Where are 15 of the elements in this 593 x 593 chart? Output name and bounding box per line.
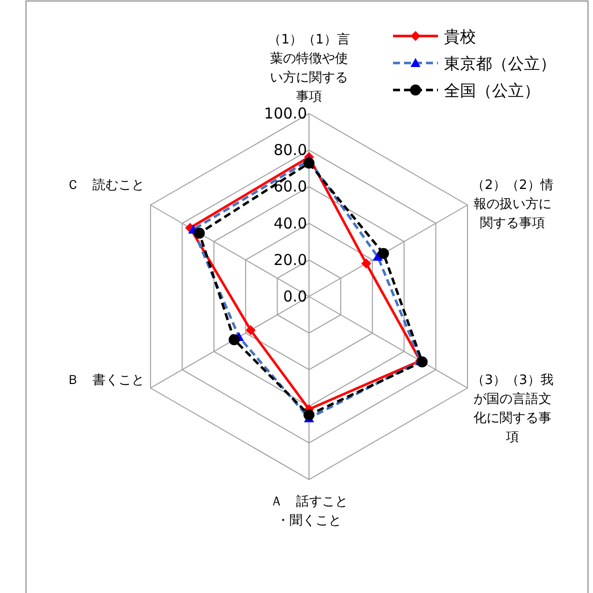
spoke-label: Ｂ 書くこと: [66, 373, 144, 388]
legend-label: 東京都（公立）: [444, 54, 556, 73]
y-tick-label: 20.0: [274, 250, 307, 269]
y-tick-label: 80.0: [274, 141, 307, 160]
spoke-label: （2）（2）情報の扱い方に関する事項: [472, 178, 554, 231]
y-tick-label: 0.0: [283, 288, 307, 306]
spoke-label: （3）（3）我が国の言語文化に関する事項: [472, 373, 554, 445]
y-tick-label: 60.0: [274, 178, 307, 196]
legend-label: 貴校: [444, 27, 476, 46]
y-tick-label: 100.0: [264, 104, 307, 122]
legend-label: 全国（公立）: [444, 81, 540, 100]
spoke-label: （1）（1）言葉の特徴や使い方に関する事項: [268, 32, 350, 104]
y-tick-label: 40.0: [274, 214, 307, 232]
spoke-label: Ｃ 読むこと: [66, 178, 144, 193]
spoke-label: Ａ 話すこと・聞くこと: [270, 494, 348, 528]
